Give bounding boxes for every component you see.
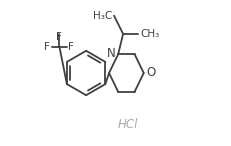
Text: F: F xyxy=(67,41,73,52)
Text: N: N xyxy=(107,47,116,60)
Text: CH₃: CH₃ xyxy=(140,29,159,39)
Text: F: F xyxy=(44,41,50,52)
Text: F: F xyxy=(56,32,62,42)
Text: H₃C: H₃C xyxy=(93,11,112,21)
Text: O: O xyxy=(146,66,155,80)
Text: HCl: HCl xyxy=(118,118,138,131)
